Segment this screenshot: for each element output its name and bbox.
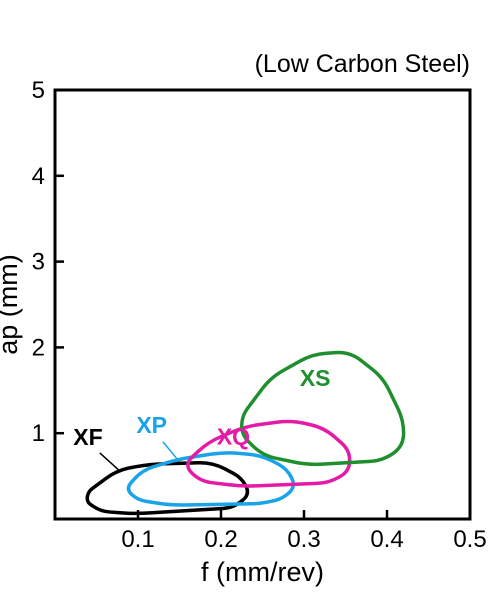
x-tick-label: 0.1: [121, 526, 154, 553]
y-axis-label: ap (mm): [0, 254, 23, 355]
x-tick-label: 0.5: [453, 526, 486, 553]
y-tick-label: 2: [32, 334, 45, 361]
label-xp: XP: [136, 412, 167, 438]
x-tick-label: 0.2: [204, 526, 237, 553]
label-xs: XS: [300, 365, 331, 391]
x-axis-label: f (mm/rev): [201, 557, 324, 587]
x-tick-label: 0.4: [370, 526, 403, 553]
label-xf: XF: [73, 424, 102, 450]
x-tick-label: 0.3: [287, 526, 320, 553]
y-tick-label: 5: [32, 77, 45, 104]
y-tick-label: 4: [32, 163, 45, 190]
chart-title: (Low Carbon Steel): [255, 50, 470, 78]
label-xq: XQ: [217, 423, 250, 449]
y-tick-label: 3: [32, 249, 45, 276]
chart-svg: (Low Carbon Steel) 0.1 0.2 0.3 0.4 0.5 1 2 3 4 5 f …: [0, 0, 500, 597]
y-tick-label: 1: [32, 420, 45, 447]
